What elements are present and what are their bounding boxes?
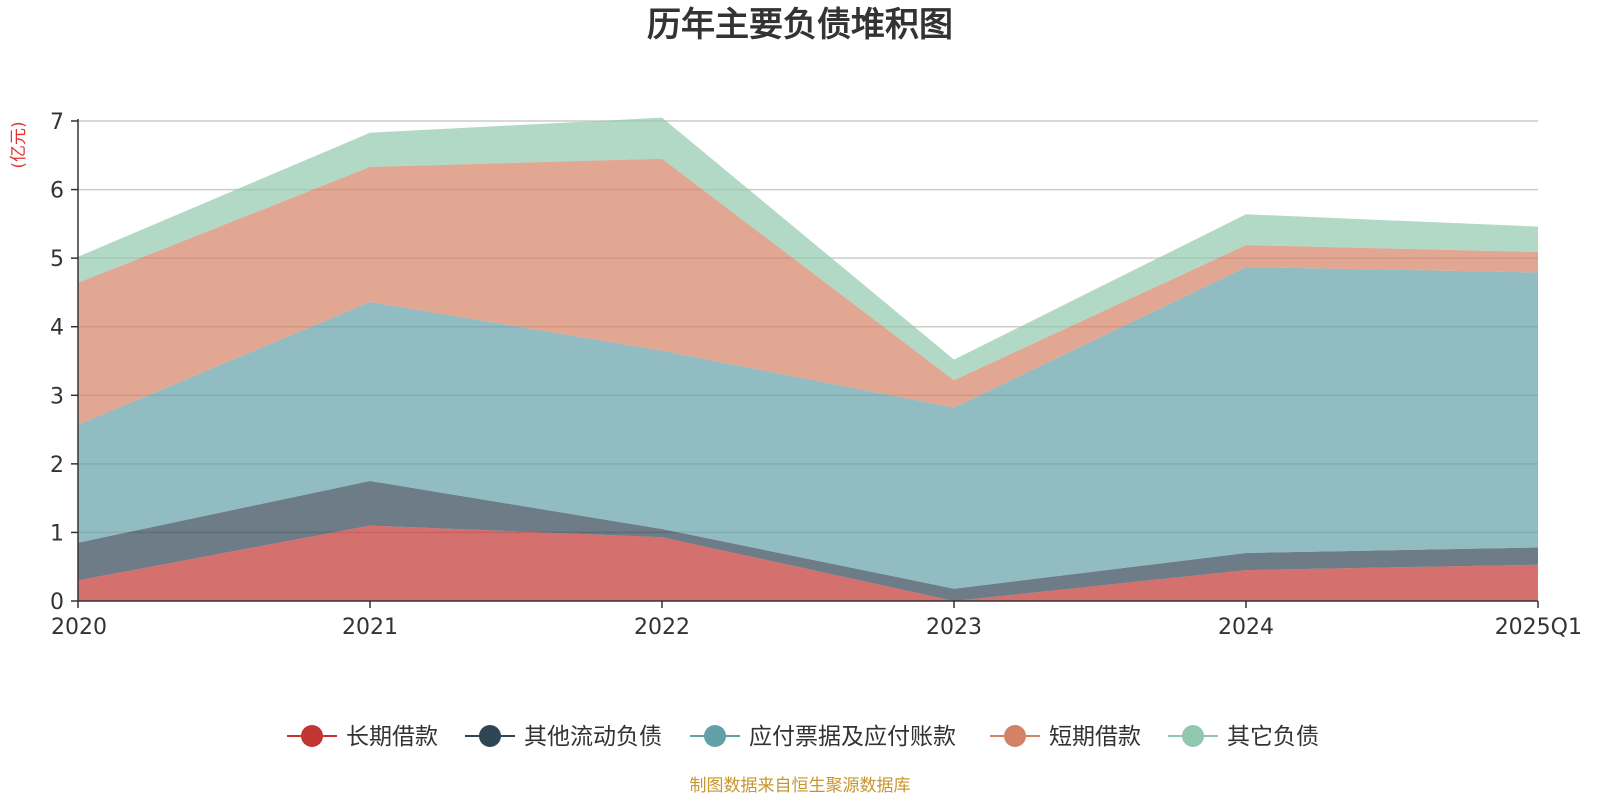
- x-tick-label: 2025Q1: [1495, 615, 1582, 640]
- y-tick-label: 1: [50, 521, 64, 546]
- y-tick-label: 3: [50, 384, 64, 409]
- legend-item-1[interactable]: 长期借款: [287, 724, 438, 750]
- legend-dot-marker: [1182, 725, 1204, 747]
- axes: 0 1 2 3 4 5 6 7 2020 2021 2022 2023 2024 2025Q1: [50, 110, 1582, 640]
- x-tick-label: 2024: [1218, 615, 1274, 640]
- legend-dot-marker: [301, 725, 323, 747]
- area-series-3[interactable]: [78, 267, 1538, 589]
- y-axis-unit-label: (亿元): [9, 121, 29, 168]
- area-series-layer: [78, 116, 1540, 601]
- legend-dot-marker: [704, 725, 726, 747]
- data-point-s5-2021[interactable]: [368, 131, 372, 135]
- legend-item-5[interactable]: 其它负债: [1168, 724, 1319, 750]
- data-point-s5-2025Q1[interactable]: [1536, 225, 1540, 229]
- y-tick-label: 5: [50, 247, 64, 272]
- legend-item-2[interactable]: 其他流动负债: [465, 724, 662, 750]
- legend-label: 短期借款: [1049, 724, 1141, 750]
- x-tick-label: 2020: [51, 615, 107, 640]
- legend-item-3[interactable]: 应付票据及应付账款: [690, 724, 956, 750]
- y-tick-label: 2: [50, 453, 64, 478]
- legend-label: 其它负债: [1227, 724, 1319, 750]
- legend-dot-marker: [1004, 725, 1026, 747]
- legend-item-4[interactable]: 短期借款: [990, 724, 1141, 750]
- chart-title: 历年主要负债堆积图: [647, 5, 953, 45]
- x-tick-label: 2022: [634, 615, 690, 640]
- legend-label: 长期借款: [346, 724, 438, 750]
- legend[interactable]: 长期借款 其他流动负债 应付票据及应付账款 短期借款 其它负债: [287, 724, 1319, 750]
- y-tick-label: 4: [50, 316, 64, 341]
- legend-dot-marker: [479, 725, 501, 747]
- x-tick-label: 2021: [342, 615, 398, 640]
- y-tick-label: 7: [50, 110, 64, 135]
- area-series-2[interactable]: [78, 481, 1538, 601]
- x-tick-label: 2023: [926, 615, 982, 640]
- area-series-1[interactable]: [78, 525, 1538, 601]
- area-series-4[interactable]: [78, 158, 1538, 425]
- y-tick-label: 0: [50, 590, 64, 615]
- data-point-s5-2024[interactable]: [1244, 212, 1248, 216]
- source-note: 制图数据来自恒生聚源数据库: [690, 776, 911, 796]
- data-point-s5-2022[interactable]: [660, 116, 664, 120]
- data-point-s5-2023[interactable]: [952, 358, 956, 362]
- area-series-5[interactable]: [78, 117, 1538, 381]
- y-tick-label: 6: [50, 179, 64, 204]
- legend-label: 应付票据及应付账款: [749, 724, 956, 750]
- legend-label: 其他流动负债: [524, 724, 662, 750]
